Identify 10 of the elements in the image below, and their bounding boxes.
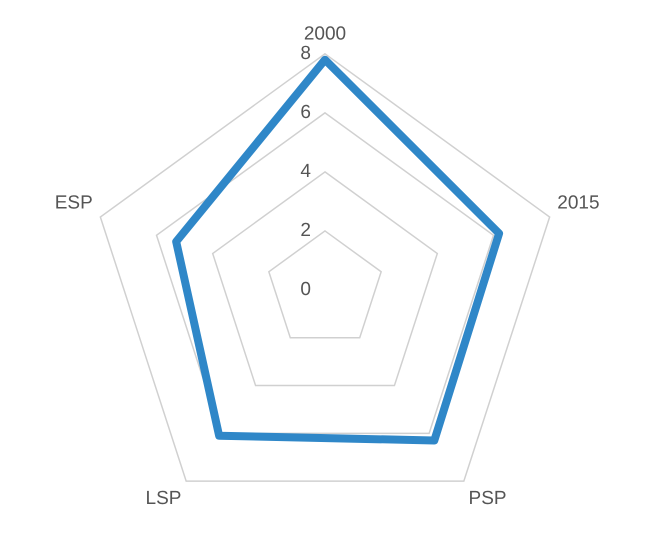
spoke-label: PSP — [468, 488, 507, 510]
y-tick-label: 4 — [300, 161, 312, 182]
y-tick-label: 6 — [300, 102, 311, 124]
spoke-label: LSP — [146, 488, 182, 510]
spoke-label: 2015 — [557, 192, 600, 214]
y-tick-label: 2 — [300, 220, 311, 242]
y-tick-label: 0 — [300, 279, 311, 300]
y-tick-label: 8 — [300, 43, 311, 64]
spoke-label: ESP — [54, 192, 93, 214]
spoke-label: 2000 — [304, 24, 346, 45]
